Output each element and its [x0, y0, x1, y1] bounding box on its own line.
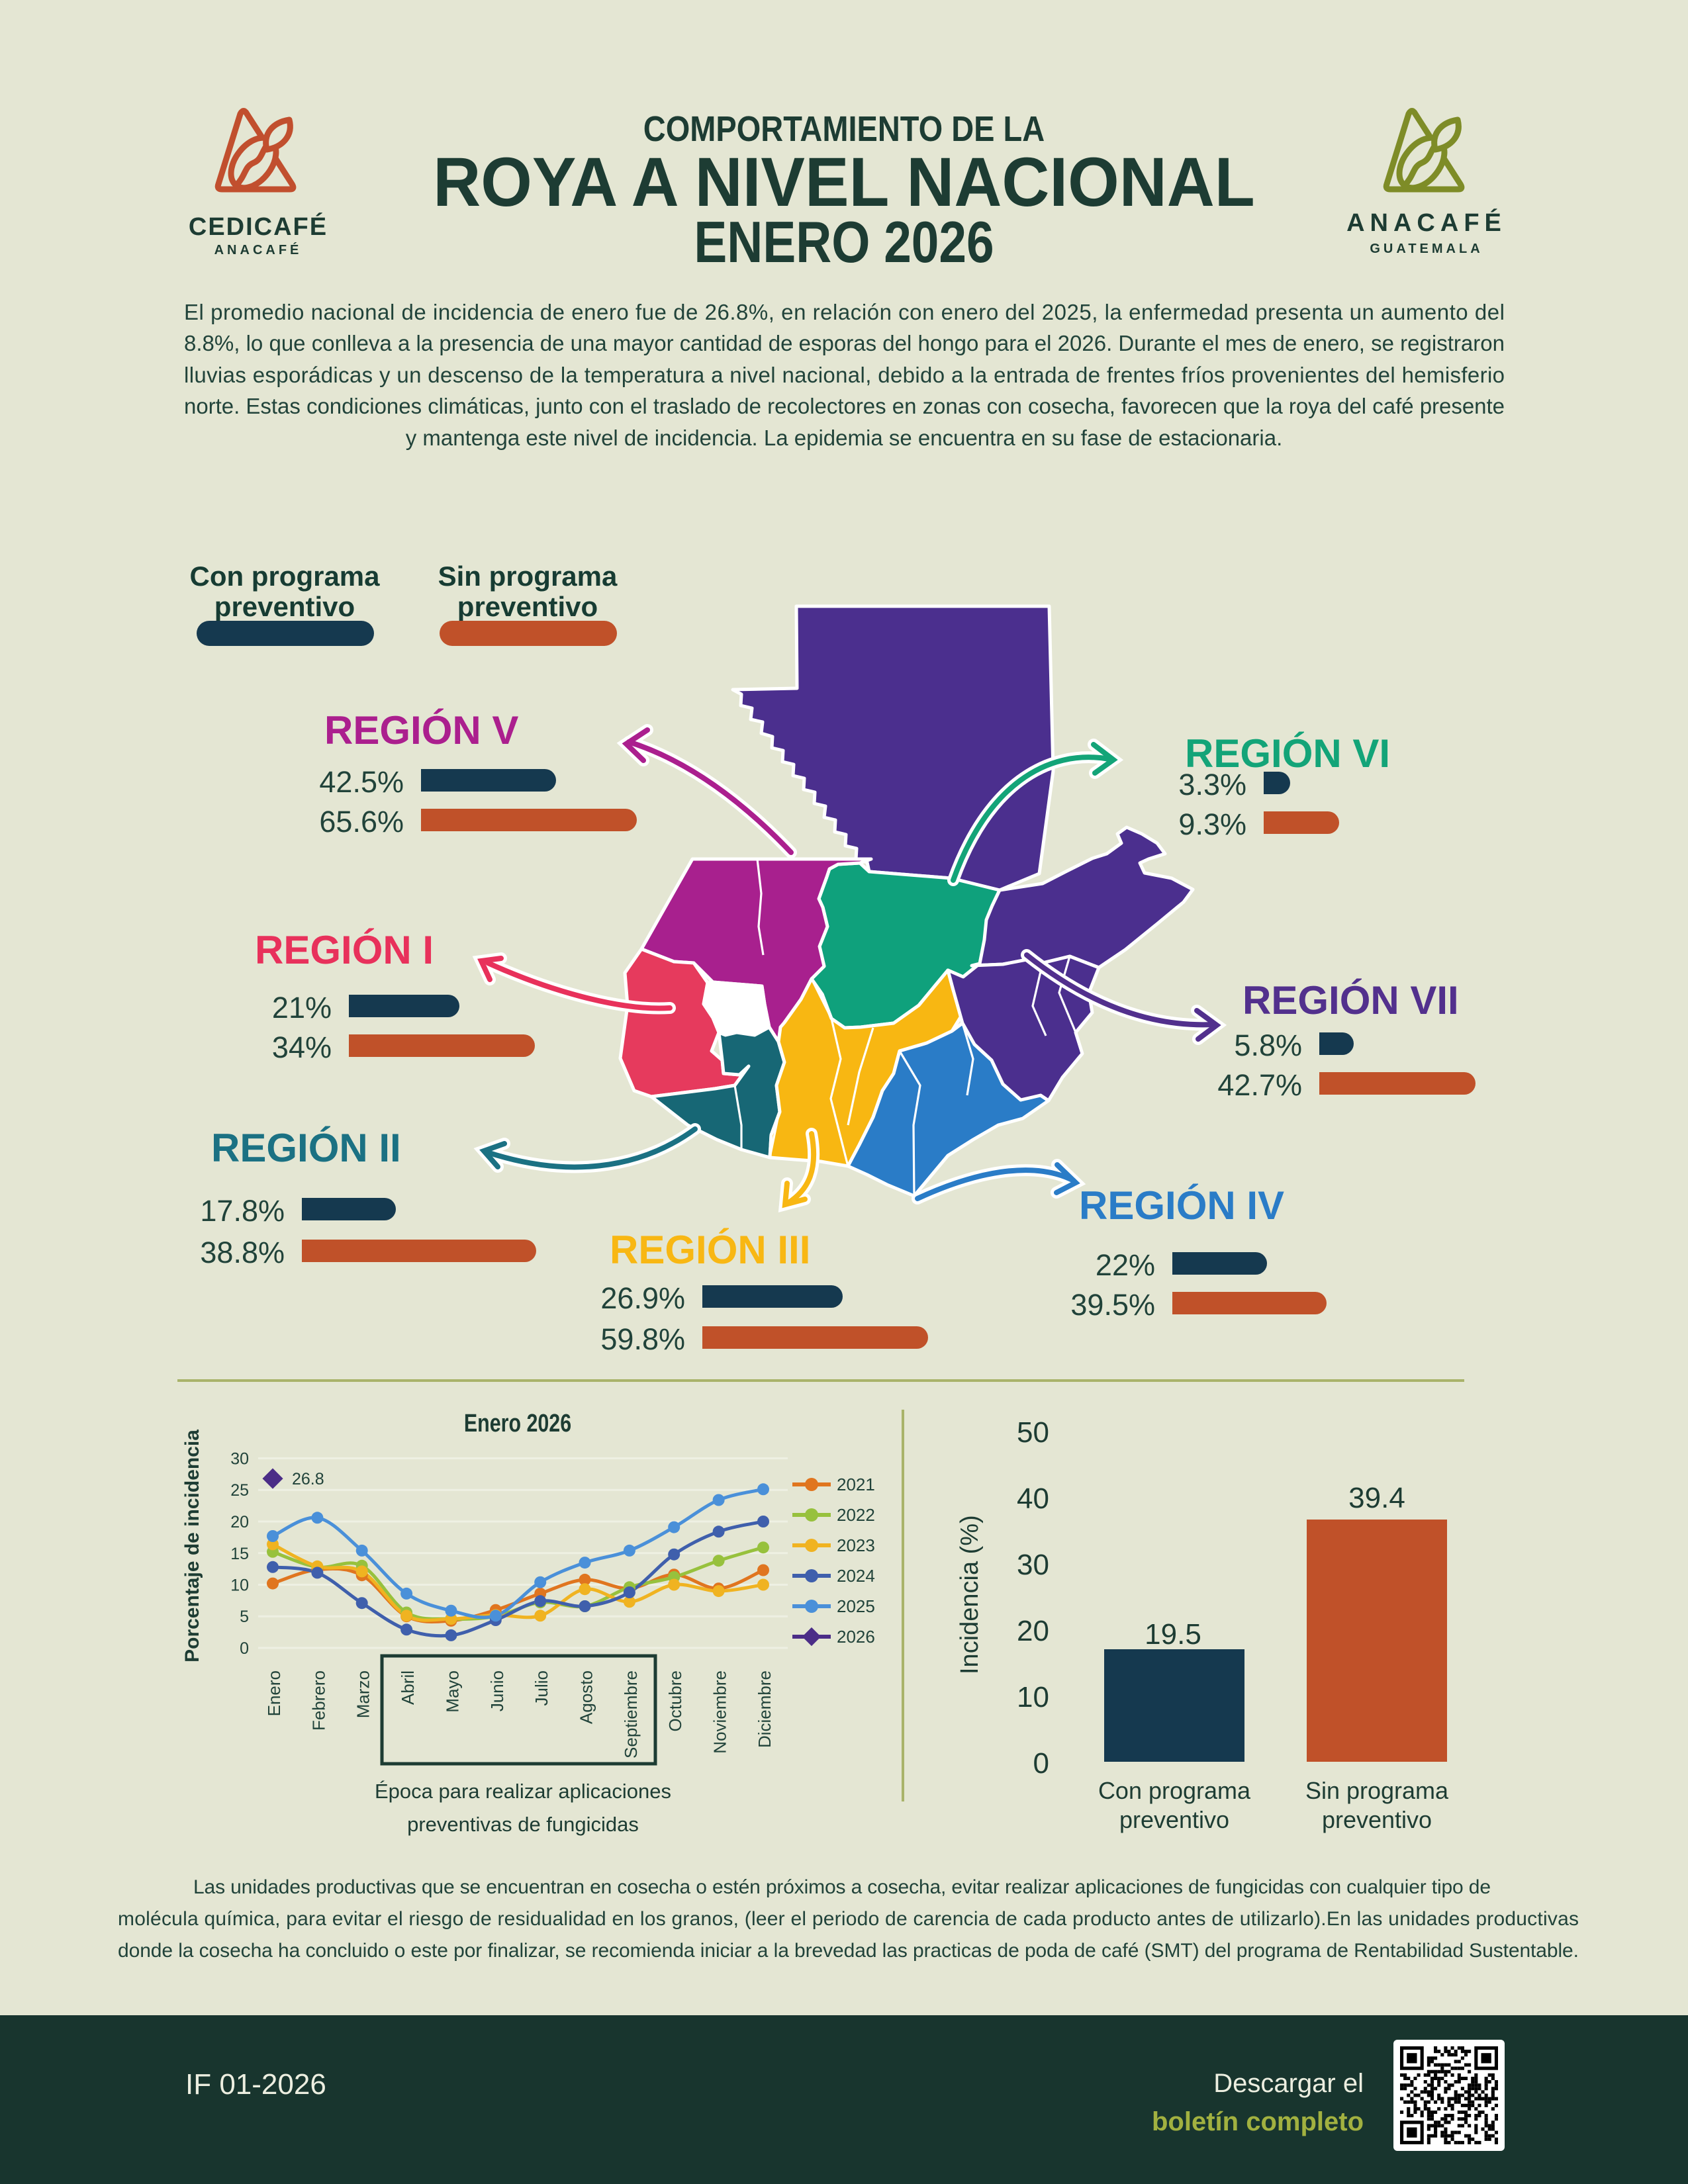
svg-text:Septiembre: Septiembre [621, 1670, 641, 1758]
svg-text:25: 25 [230, 1481, 249, 1500]
svg-text:Octubre: Octubre [665, 1670, 685, 1732]
svg-text:y mantenga este nivel de incid: y mantenga este nivel de incidencia. La … [406, 426, 1283, 450]
svg-text:lluvias esporádicas y un desce: lluvias esporádicas y un descenso de la … [184, 363, 1505, 387]
svg-text:Las unidades productivas que s: Las unidades productivas que se encuentr… [193, 1876, 1491, 1898]
svg-text:2024: 2024 [837, 1566, 875, 1586]
svg-text:Junio: Junio [487, 1670, 507, 1711]
svg-text:Enero: Enero [264, 1670, 284, 1716]
svg-text:Febrero: Febrero [308, 1670, 328, 1731]
svg-text:Marzo: Marzo [353, 1670, 373, 1718]
svg-text:8.8%, lo que conlleva a la pre: 8.8%, lo que conlleva a la presencia de … [184, 331, 1505, 355]
svg-text:30: 30 [230, 1450, 249, 1469]
svg-text:2026: 2026 [837, 1627, 875, 1647]
svg-text:El promedio nacional de incide: El promedio nacional de incidencia de en… [184, 300, 1505, 324]
svg-text:26.8: 26.8 [292, 1470, 324, 1488]
svg-text:Abril: Abril [398, 1670, 418, 1705]
svg-text:donde la cosecha ha concluido: donde la cosecha ha concluido o este por… [118, 1940, 1579, 1962]
svg-text:Agosto: Agosto [577, 1670, 596, 1724]
svg-text:15: 15 [230, 1545, 249, 1563]
svg-text:Julio: Julio [532, 1670, 551, 1706]
svg-text:norte. Estas condiciones clim: norte. Estas condiciones climáticas, jun… [184, 394, 1505, 418]
svg-text:10: 10 [230, 1576, 249, 1595]
svg-text:Porcentaje de incidencia: Porcentaje de incidencia [181, 1430, 203, 1662]
svg-text:molécula química, para evitar: molécula química, para evitar el riesgo … [118, 1908, 1579, 1930]
svg-text:2022: 2022 [837, 1505, 875, 1525]
svg-text:2023: 2023 [837, 1535, 875, 1555]
svg-text:5: 5 [240, 1608, 249, 1626]
svg-text:2021: 2021 [837, 1475, 875, 1494]
svg-text:20: 20 [230, 1513, 249, 1531]
svg-text:Mayo: Mayo [442, 1670, 462, 1713]
svg-text:Diciembre: Diciembre [755, 1670, 774, 1748]
svg-text:0: 0 [240, 1639, 249, 1658]
svg-text:2025: 2025 [837, 1596, 875, 1616]
svg-text:Noviembre: Noviembre [710, 1670, 730, 1754]
